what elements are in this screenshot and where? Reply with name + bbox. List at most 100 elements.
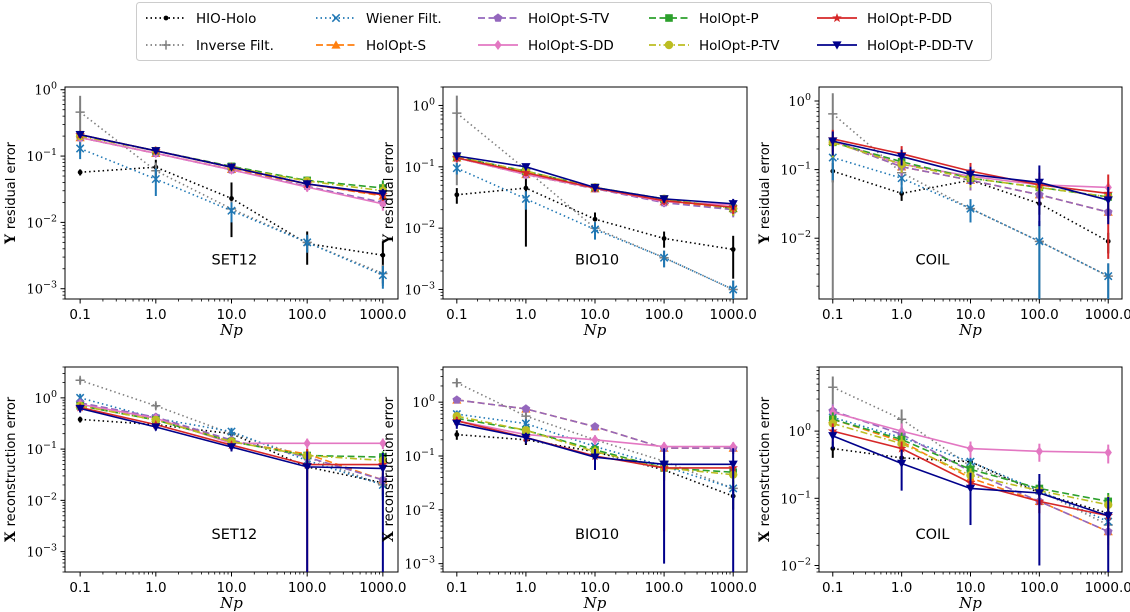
legend-marker-hio-holo bbox=[163, 15, 169, 21]
series-line bbox=[79, 133, 383, 189]
y-tick-label: 10−2 bbox=[26, 213, 57, 231]
legend-entry-wiener-filt: Wiener Filt. bbox=[316, 11, 442, 27]
y-axis: 10−3 10−2 10−1 100 bbox=[26, 366, 65, 573]
x-tick-label: 1000.0 bbox=[359, 307, 406, 323]
legend-entry-holopt-p-tv: HolOpt-P-TV bbox=[649, 38, 780, 54]
legend-label: HolOpt-P-TV bbox=[699, 38, 780, 54]
legend-marker-holopt-p bbox=[665, 14, 673, 22]
data-point bbox=[75, 131, 85, 140]
y-tick-label: 10−1 bbox=[404, 447, 435, 465]
data-point bbox=[966, 457, 975, 466]
series-holopt-p-dd-tv bbox=[452, 419, 738, 572]
y-axis-label: Y residual error bbox=[381, 141, 397, 245]
data-point bbox=[966, 443, 975, 454]
data-point bbox=[1103, 196, 1113, 205]
series-line bbox=[456, 413, 734, 490]
data-point bbox=[521, 194, 531, 204]
legend-marker-inverse-filt bbox=[161, 40, 171, 50]
data-point bbox=[452, 395, 462, 404]
data-point bbox=[897, 426, 906, 437]
data-point bbox=[452, 163, 462, 173]
data-point bbox=[659, 195, 669, 204]
legend: HIO-Holo Inverse Filt. Wiener Filt. HolOpt-… bbox=[136, 2, 992, 61]
data-point bbox=[828, 432, 838, 441]
y-tick-label: 100 bbox=[412, 393, 435, 411]
data-point bbox=[452, 419, 462, 429]
legend-label: HIO-Holo bbox=[196, 11, 256, 27]
data-point bbox=[521, 433, 531, 443]
data-point bbox=[302, 238, 312, 247]
y-tick-label: 10−2 bbox=[780, 229, 811, 247]
x-axis-label: Np bbox=[583, 321, 607, 339]
x-axis-label: Np bbox=[583, 594, 607, 612]
data-point bbox=[1104, 447, 1112, 458]
data-point bbox=[591, 434, 599, 445]
data-point bbox=[659, 460, 669, 469]
data-point bbox=[730, 247, 736, 252]
data-point bbox=[590, 453, 600, 462]
legend-entry-holopt-s-dd: HolOpt-S-DD bbox=[478, 38, 614, 54]
data-point bbox=[226, 163, 237, 172]
series-line bbox=[456, 433, 734, 497]
data-point bbox=[521, 404, 531, 413]
y-tick-label: 10−1 bbox=[780, 161, 811, 179]
series-line bbox=[456, 167, 734, 291]
y-tick-label: 10−2 bbox=[780, 556, 811, 574]
x-tick-label: 1000.0 bbox=[1085, 580, 1130, 596]
data-point bbox=[521, 426, 531, 435]
x-tick-label: 0.1 bbox=[69, 580, 90, 596]
data-point bbox=[828, 137, 838, 146]
data-point bbox=[1035, 446, 1044, 457]
x-axis-label: Np bbox=[219, 321, 243, 339]
legend-label: HolOpt-P-DD bbox=[867, 11, 952, 27]
x-axis: 0.1 1.0 10.0 100.0 1000.0 bbox=[822, 572, 1130, 596]
legend-label: HolOpt-S-TV bbox=[528, 11, 610, 27]
data-point bbox=[226, 443, 237, 452]
data-point bbox=[728, 200, 738, 209]
y-tick-label: 10−3 bbox=[26, 543, 57, 561]
data-point bbox=[965, 170, 976, 180]
series-line bbox=[79, 136, 384, 204]
y-tick-label: 10−1 bbox=[26, 147, 57, 165]
x-tick-label: 0.1 bbox=[446, 307, 467, 323]
legend-entry-holopt-p-dd-tv: HolOpt-P-DD-TV bbox=[817, 38, 974, 54]
plot-area bbox=[452, 378, 738, 572]
dataset-annotation: SET12 bbox=[212, 253, 258, 269]
x-tick-label: 10.0 bbox=[955, 307, 985, 323]
data-point bbox=[380, 252, 386, 258]
y-tick-label: 10−1 bbox=[404, 158, 435, 176]
legend-entry-holopt-p-dd: HolOpt-P-DD bbox=[817, 11, 952, 27]
series-holopt-p-dd-tv bbox=[452, 152, 738, 210]
series-holopt-p-dd-tv bbox=[828, 427, 1113, 572]
dataset-annotation: COIL bbox=[916, 253, 950, 269]
series-line bbox=[832, 418, 1109, 503]
legend-marker-holopt-s bbox=[331, 40, 341, 49]
series-holopt-p-dd bbox=[452, 415, 738, 532]
legend-frame bbox=[136, 2, 992, 61]
y-axis: 10−3 10−2 10−1 100 bbox=[404, 86, 443, 300]
legend-entry-holopt-p: HolOpt-P bbox=[649, 11, 759, 27]
legend-label: HolOpt-S-DD bbox=[528, 38, 614, 54]
y-axis-label: X reconstruction error bbox=[3, 396, 19, 542]
data-point bbox=[227, 427, 236, 436]
x-tick-label: 100.0 bbox=[288, 580, 327, 596]
series-line bbox=[456, 112, 734, 291]
data-point bbox=[454, 432, 460, 437]
legend-marker-holopt-p-dd-tv bbox=[832, 41, 842, 50]
series-line bbox=[832, 140, 1109, 213]
x-tick-label: 10.0 bbox=[216, 307, 246, 323]
dataset-annotation: BIO10 bbox=[575, 253, 619, 269]
y-tick-label: 10−2 bbox=[26, 491, 57, 509]
y-tick-label: 10−3 bbox=[26, 280, 57, 298]
panel-1: 10−3 10−2 10−1 100 0.1 1.0 10.0 100.0 1000.0 Np Y … bbox=[3, 81, 406, 339]
series-line bbox=[79, 379, 384, 486]
y-axis: 10−2 10−1 100 bbox=[780, 92, 819, 287]
series-line bbox=[456, 415, 734, 476]
data-point bbox=[75, 404, 85, 414]
y-tick-label: 100 bbox=[412, 96, 435, 114]
x-tick-label: 100.0 bbox=[1020, 580, 1059, 596]
x-axis-label: Np bbox=[958, 594, 982, 612]
y-tick-label: 100 bbox=[788, 422, 811, 440]
legend-entry-inverse-filt: Inverse Filt. bbox=[146, 38, 274, 54]
x-tick-label: 100.0 bbox=[288, 307, 327, 323]
